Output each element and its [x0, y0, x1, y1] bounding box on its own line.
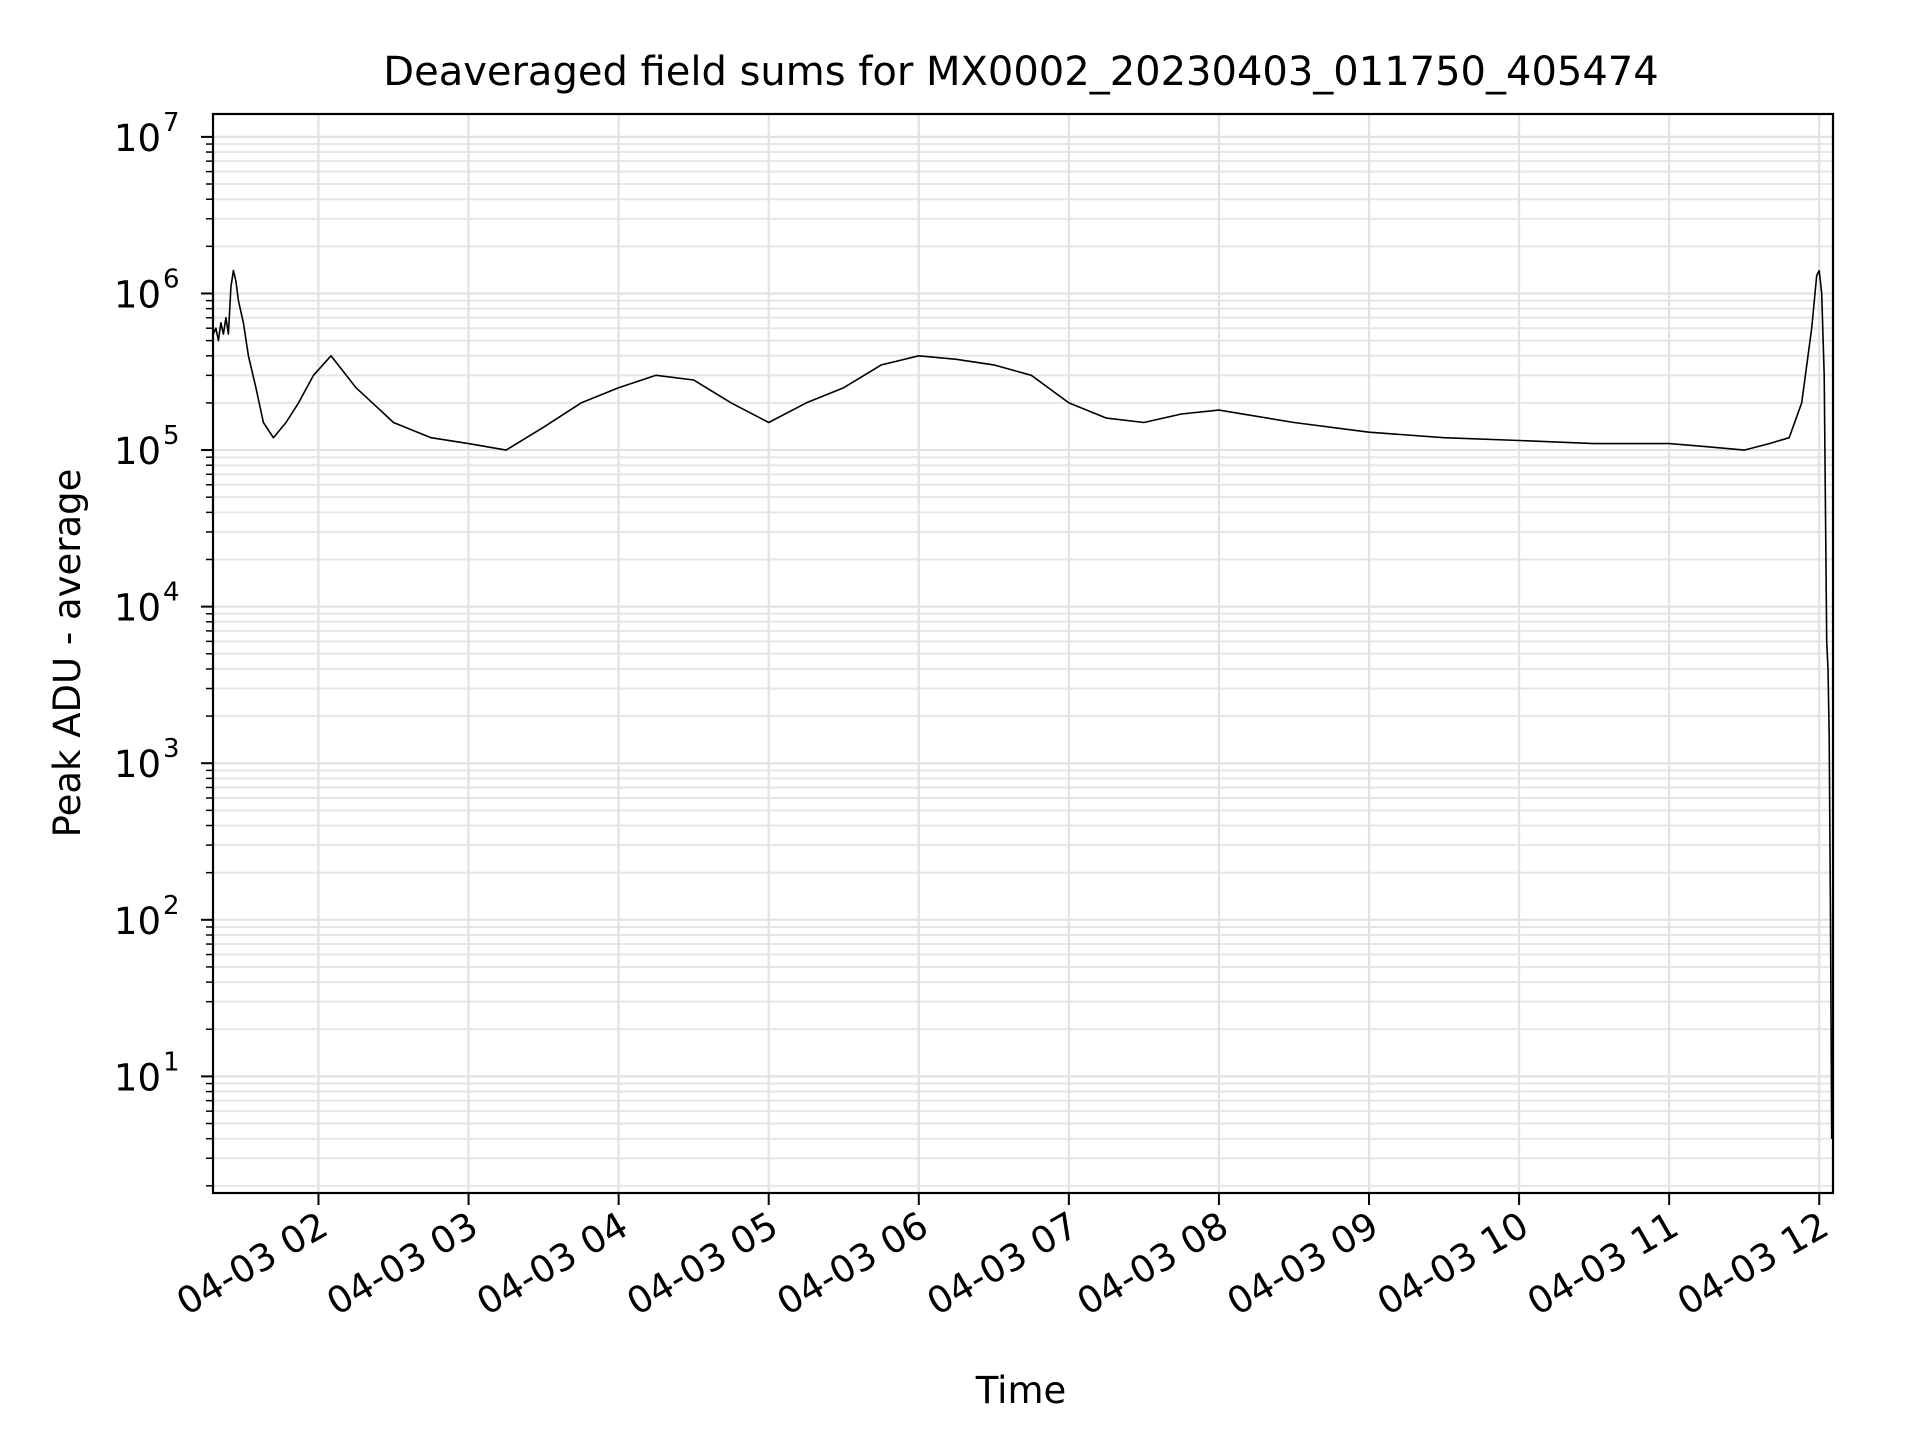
y-tick-exponent: 2: [163, 891, 180, 921]
y-tick-label: 10: [114, 1056, 161, 1099]
x-tick-label: 04-03 02: [169, 1204, 335, 1324]
y-tick-label: 10: [114, 273, 161, 316]
chart-title: Deaveraged field sums for MX0002_2023040…: [383, 49, 1658, 95]
x-tick-label: 04-03 03: [319, 1204, 485, 1324]
y-axis-label: Peak ADU - average: [46, 469, 89, 838]
y-tick-label: 10: [114, 430, 161, 473]
y-tick-label: 10: [114, 743, 161, 786]
x-tick-label: 04-03 11: [1520, 1204, 1686, 1324]
y-tick-label: 10: [114, 587, 161, 630]
x-tick-label: 04-03 05: [620, 1204, 786, 1324]
x-tick-label: 04-03 10: [1370, 1204, 1536, 1324]
x-tick-label: 04-03 06: [770, 1204, 936, 1324]
y-tick-label: 10: [114, 117, 161, 160]
y-tick-exponent: 5: [163, 421, 180, 451]
y-tick-exponent: 3: [163, 734, 180, 764]
y-tick-exponent: 1: [163, 1047, 180, 1077]
x-tick-label: 04-03 08: [1070, 1204, 1236, 1324]
y-tick-exponent: 7: [163, 108, 180, 138]
x-tick-label: 04-03 12: [1670, 1204, 1836, 1324]
x-tick-label: 04-03 07: [920, 1204, 1086, 1324]
grid-lines: [213, 114, 1833, 1193]
x-tick-label: 04-03 09: [1220, 1204, 1386, 1324]
x-axis-label: Time: [975, 1369, 1067, 1412]
series-line: [212, 269, 1833, 1139]
y-tick-label: 10: [114, 900, 161, 943]
data-layer: [212, 269, 1833, 1139]
y-tick-exponent: 4: [163, 578, 180, 608]
y-tick-exponent: 6: [163, 264, 180, 294]
x-tick-label: 04-03 04: [470, 1204, 636, 1324]
